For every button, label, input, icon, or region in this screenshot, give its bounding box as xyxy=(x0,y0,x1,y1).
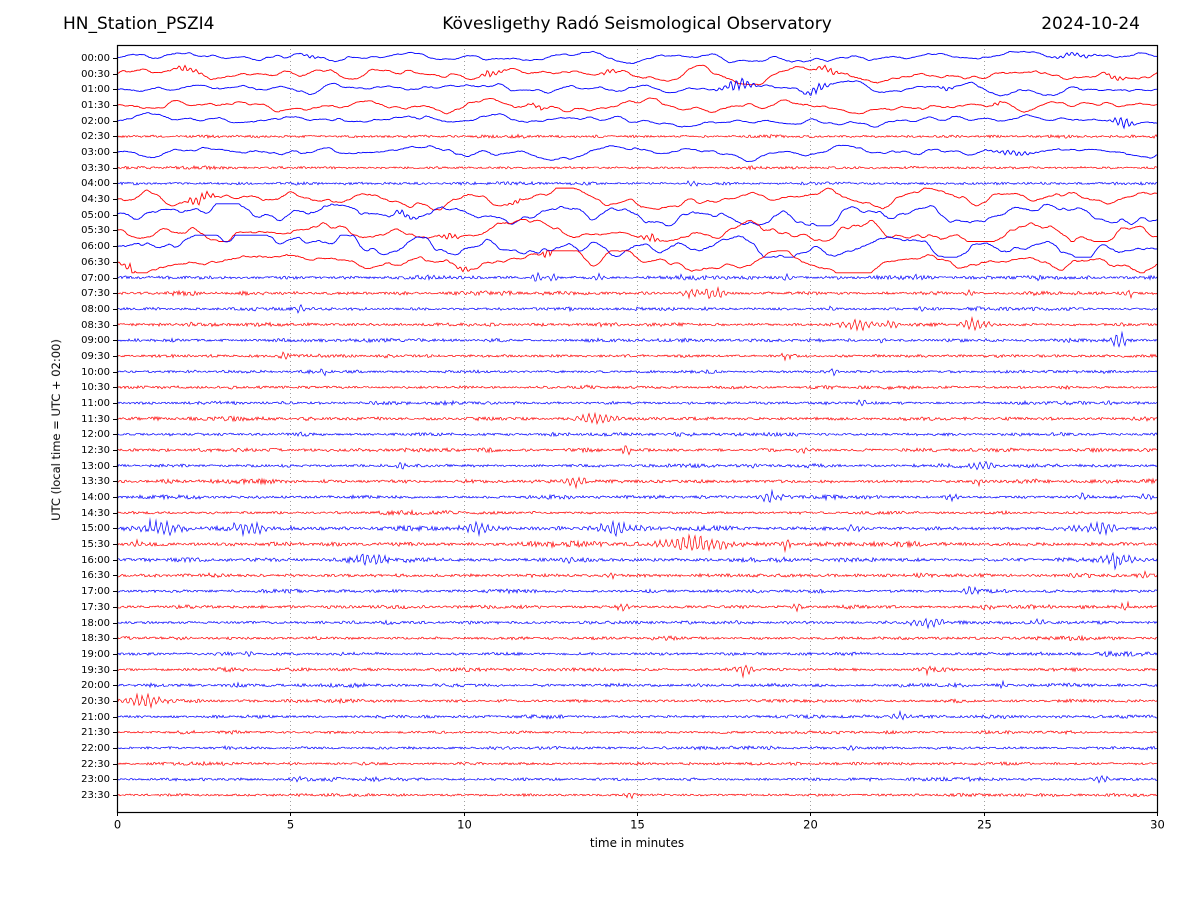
observatory-title: Kövesligethy Radó Seismological Observat… xyxy=(442,14,832,34)
x-axis-label: time in minutes xyxy=(589,836,685,850)
station-title: HN_Station_PSZI4 xyxy=(63,14,215,34)
date-label: 2024-10-24 xyxy=(1041,14,1140,34)
y-axis-label: UTC (local time = UTC + 02:00) xyxy=(49,339,63,521)
